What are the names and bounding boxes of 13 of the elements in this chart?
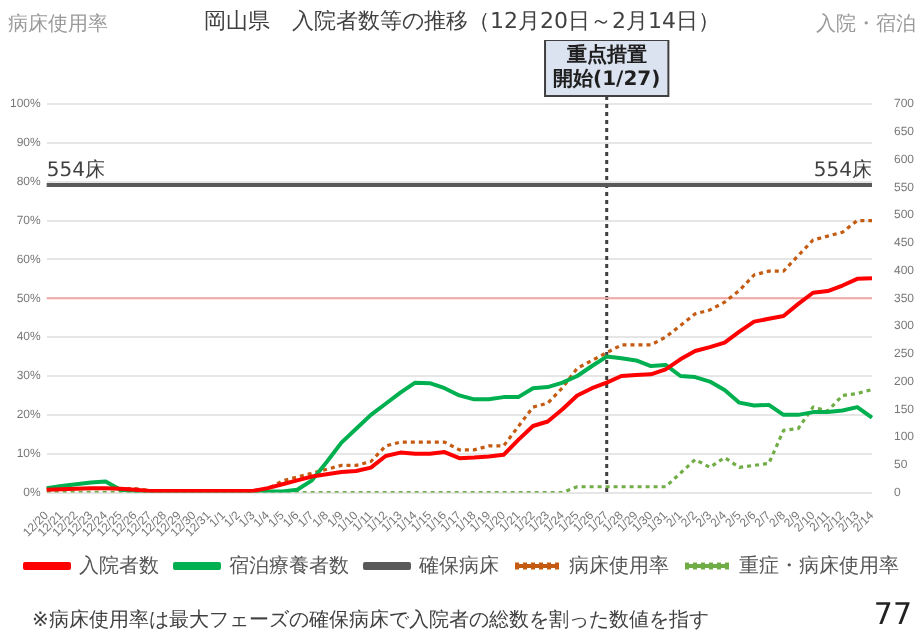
text: ※病床使用率は最大フェーズの確保病床で入院者の総数を割った数値を指す <box>32 607 709 634</box>
legend-label: 重症・病床使用率 <box>739 553 899 578</box>
legend-label: 宿泊療養者数 <box>229 553 349 578</box>
legend-label: 確保病床 <box>417 553 499 578</box>
legend-label: 病床使用率 <box>569 553 669 578</box>
ref-line-label: 重点措置開始(1/27) <box>553 43 661 92</box>
legend-label: 入院者数 <box>79 553 159 578</box>
data-label: 554床 <box>46 158 105 183</box>
text: 77 <box>873 596 912 632</box>
chart-title: 岡山県 入院者数等の推移（12月20日～2月14日） <box>204 8 720 34</box>
data-label: 554床 <box>813 158 872 183</box>
y2-axis-title: 入院・宿泊 <box>816 11 916 38</box>
y-axis-title: 病床使用率 <box>8 11 108 38</box>
